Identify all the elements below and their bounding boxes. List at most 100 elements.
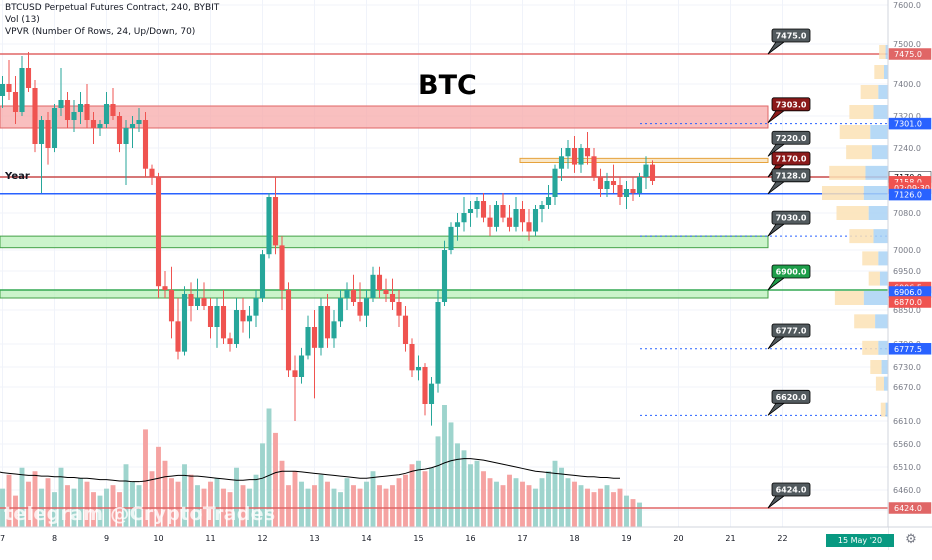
candle-body (12, 92, 19, 112)
candle-body (110, 104, 116, 116)
candle-body (558, 156, 565, 169)
volume-bar (214, 478, 220, 527)
chart-annotation-title: BTC (418, 70, 477, 101)
vpvr-up-bar (822, 186, 864, 200)
x-tick-label: 21 (725, 534, 735, 543)
price-tag-label: 02:09:30 (894, 184, 930, 193)
y-tick-label: 7600.0 (893, 1, 921, 10)
x-tick-label: 17 (517, 534, 527, 543)
volume-bar (390, 485, 395, 527)
vpvr-up-bar (849, 229, 874, 244)
y-tick-label: 6670.0 (893, 383, 921, 392)
candle-body (324, 306, 331, 339)
candle-body (565, 148, 571, 157)
volume-bar (78, 478, 83, 527)
volume-indicator-label: Vol (13) (5, 15, 40, 25)
y-tick-label: 6950.0 (893, 267, 921, 276)
volume-bar (364, 481, 369, 527)
candle-body (97, 124, 103, 128)
volume-bar (162, 460, 168, 527)
crosshair-time-label: 15 May '20 03:00 (826, 534, 894, 558)
candle-body (64, 100, 71, 120)
volume-bar (6, 474, 12, 527)
x-tick-label: 13 (309, 534, 319, 543)
price-tag (888, 296, 932, 308)
y-tick-label: 6510.0 (893, 463, 921, 472)
vpvr-up-bar (834, 291, 864, 305)
volume-bar (45, 478, 51, 527)
volume-bar (234, 467, 239, 527)
volume-bar (630, 499, 636, 527)
zone-red (0, 105, 769, 129)
candle-body (201, 298, 207, 306)
vpvr-up-bar (854, 314, 876, 329)
callout-pointer (767, 143, 785, 157)
candle-body (84, 104, 90, 120)
volume-bar (559, 467, 564, 527)
callout-pointer (767, 223, 785, 237)
volume-bar (487, 478, 493, 527)
candle-body (233, 310, 240, 344)
volume-bar (169, 478, 174, 527)
x-tick-label: 18 (569, 534, 579, 543)
y-tick-label: 7500.0 (893, 40, 921, 49)
callout-label: 7128.0 (776, 171, 807, 180)
y-tick-label: 6850.0 (893, 306, 921, 315)
vpvr-down-bar (878, 251, 888, 266)
callout-label: 6424.0 (776, 486, 807, 495)
candle-body (396, 302, 402, 316)
volume-bar (227, 492, 233, 527)
vpvr-up-bar (875, 376, 884, 391)
vpvr-up-bar (862, 340, 879, 355)
candle-body (441, 250, 448, 302)
candle-body (643, 164, 649, 177)
zone-green (0, 235, 769, 249)
volume-bar (240, 485, 246, 527)
candle-body (636, 177, 643, 193)
volume-bar (448, 422, 454, 527)
callout-box (771, 151, 811, 166)
price-tag (888, 343, 932, 355)
callout-label: 6777.0 (776, 326, 807, 335)
candle-body (623, 189, 630, 197)
candle-body (188, 294, 194, 306)
volume-bar (442, 405, 447, 527)
callout-label: 6620.0 (776, 393, 807, 402)
y-tick-label: 7320.0 (893, 112, 921, 121)
candle-body (90, 120, 97, 128)
x-tick-label: 9 (104, 534, 109, 543)
candle-body (123, 128, 129, 144)
price-tag-label: 6906.0 (894, 288, 922, 297)
volume-bar (13, 495, 18, 527)
candle-body (532, 209, 539, 232)
volume-bar (526, 485, 532, 527)
volume-bar (494, 481, 499, 527)
volume-bar (266, 408, 272, 527)
volume-bar (110, 485, 116, 527)
candle-body (493, 205, 500, 227)
vpvr-down-bar (879, 271, 888, 286)
volume-bar (195, 485, 200, 527)
candle-body (454, 222, 461, 227)
symbol-title: BTCUSD Perpetual Futures Contract, 240, … (5, 3, 220, 13)
zone-orange (519, 157, 769, 164)
gear-icon[interactable]: ⚙ (905, 532, 917, 547)
candle-body (617, 185, 623, 197)
candle-body (376, 274, 383, 290)
volume-bar (26, 481, 31, 527)
volume-bar (403, 474, 408, 527)
volume-bar (279, 460, 285, 527)
callout-label: 6900.0 (776, 268, 807, 277)
volume-bar (435, 436, 441, 527)
candle-body (350, 290, 357, 302)
candle-body (552, 168, 558, 197)
vpvr-down-bar (885, 45, 888, 59)
x-tick-label: 10 (153, 534, 163, 543)
vpvr-down-bar (883, 376, 888, 391)
candle-body (331, 321, 337, 339)
candle-body (500, 205, 506, 218)
volume-bar (344, 478, 350, 527)
volume-bar (338, 492, 343, 527)
candle-body (266, 197, 272, 255)
